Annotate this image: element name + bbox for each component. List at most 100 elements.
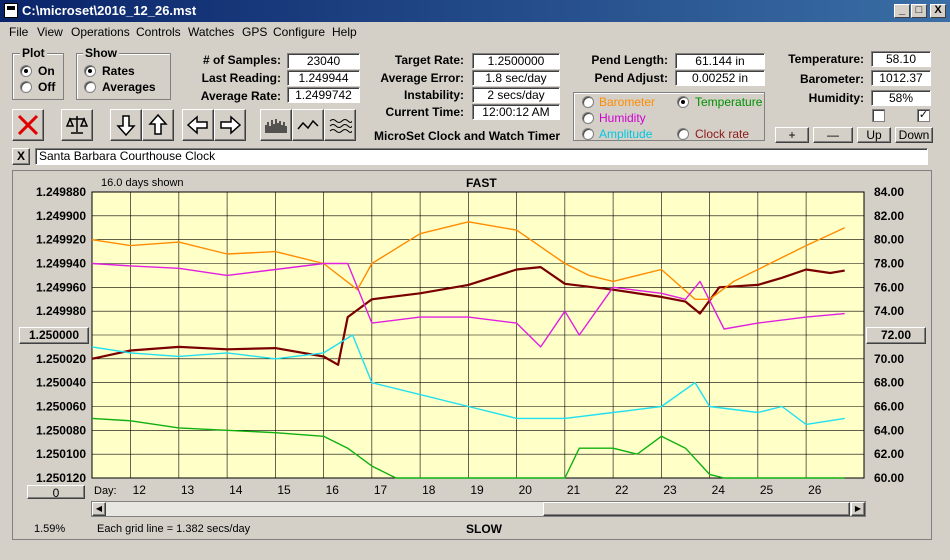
y-right-tick-label: 76.00 [874,280,904,294]
left-arrow-button[interactable] [182,109,214,141]
samples-field: 23040 [287,53,360,69]
y-right-tick-label: 68.00 [874,376,904,390]
up-button[interactable]: Up [857,127,891,143]
x-tick-label: 19 [470,483,484,497]
x-tick-label: 12 [133,483,147,497]
left-checkbox[interactable] [872,109,885,122]
pend-length-field: 61.144 in [675,53,765,69]
menu-controls[interactable]: Controls [136,25,181,39]
x-tick-label: 24 [712,483,726,497]
x-tick-label: 18 [422,483,436,497]
up-arrow-button[interactable] [142,109,174,141]
clock-rate-radio[interactable] [677,128,689,140]
amplitude-option-label: Amplitude [599,127,653,141]
scroll-thumb[interactable] [543,502,850,516]
x-tick-label: 21 [567,483,581,497]
y-left-tick-label: 1.250120 [36,471,86,485]
y-right-tick-label: 74.00 [874,304,904,318]
amplitude-radio[interactable] [582,128,594,140]
y-right-tick-label: 70.00 [874,352,904,366]
y-right-tick-label: 78.00 [874,257,904,271]
scroll-right-button[interactable]: ▶ [851,502,865,516]
minimize-button[interactable]: _ [894,4,910,18]
center-temp-button[interactable]: 72.00 [866,327,926,344]
y-left-tick-label: 1.250060 [36,400,86,414]
y-left-tick-label: 1.250020 [36,352,86,366]
plot-on-radio[interactable] [20,65,32,77]
menu-watches[interactable]: Watches [188,25,235,39]
humidity-radio[interactable] [582,112,594,124]
down-arrow-button[interactable] [110,109,142,141]
minus-button[interactable]: — [813,127,853,143]
histogram-button[interactable] [260,109,292,141]
waves-icon [329,119,352,133]
right-checkbox[interactable]: ✓ [917,109,930,122]
app-icon[interactable] [4,3,18,18]
current-time-label: Current Time: [385,105,464,119]
plot-off-radio[interactable] [20,81,32,93]
plus-button[interactable]: + [775,127,809,143]
menu-file[interactable]: File [9,25,29,39]
app-caption: MicroSet Clock and Watch Timer [374,129,561,143]
maximize-button[interactable]: □ [911,4,927,18]
sensor-options-group [573,92,765,141]
humidity-option-label: Humidity [599,111,646,125]
samples-label: # of Samples: [202,53,281,67]
close-button[interactable]: X [930,4,946,18]
target-rate-field: 1.2500000 [472,53,560,69]
instability-field: 2 secs/day [472,87,560,103]
line-graph-button[interactable] [292,109,324,141]
y-right-tick-label: 64.00 [874,423,904,437]
temperature-label: Temperature: [788,52,864,66]
barometer-radio[interactable] [582,96,594,108]
y-left-tick-label: 1.250040 [36,376,86,390]
scroll-left-button[interactable]: ◀ [92,502,106,516]
zero-button[interactable]: 0 [27,485,85,500]
last-reading-field: 1.249944 [287,70,360,86]
show-averages-radio[interactable] [84,81,96,93]
menu-view[interactable]: View [37,25,63,39]
watch-close-button[interactable]: X [12,148,30,165]
y-left-tick-label: 1.249940 [36,257,86,271]
center-rate-button[interactable]: 1.250000 [19,327,89,344]
slow-label: SLOW [466,522,502,536]
waves-button[interactable] [324,109,356,141]
x-tick-label: 25 [760,483,774,497]
x-tick-label: 14 [229,483,243,497]
balance-button[interactable] [61,109,93,141]
menu-operations[interactable]: Operations [71,25,130,39]
last-reading-label: Last Reading: [201,71,281,85]
barometer-field: 1012.37 [871,70,931,86]
humidity-label: Humidity: [808,91,864,105]
show-rates-label: Rates [102,64,135,78]
x-tick-label: 15 [277,483,291,497]
window-title: C:\microset\2016_12_26.mst [22,3,197,18]
show-rates-radio[interactable] [84,65,96,77]
barometer-label: Barometer: [799,72,864,86]
menu-configure[interactable]: Configure [273,25,326,39]
day-axis-title: Day: [94,485,117,497]
plot-frame [12,170,932,540]
temperature-radio[interactable] [677,96,689,108]
y-right-tick-label: 84.00 [874,185,904,199]
plot-off-label: Off [38,80,56,94]
x-tick-label: 13 [181,483,195,497]
scale-icon [65,116,89,134]
average-rate-label: Average Rate: [200,89,281,103]
line-graph-icon [297,119,319,130]
right-arrow-button[interactable] [214,109,246,141]
menu-gps[interactable]: GPS [242,25,268,39]
target-rate-label: Target Rate: [394,53,464,67]
down-button[interactable]: Down [895,127,933,143]
menu-help[interactable]: Help [332,25,357,39]
plot-on-label: On [38,64,55,78]
clock-rate-option-label: Clock rate [695,127,750,141]
watch-name-field[interactable]: Santa Barbara Courthouse Clock [35,148,928,165]
fast-label: FAST [466,176,497,190]
y-right-tick-label: 60.00 [874,471,904,485]
y-right-tick-label: 82.00 [874,209,904,223]
humidity-series-line [91,262,845,348]
current-time-field: 12:00:12 AM [472,104,560,120]
stop-button[interactable] [12,109,44,141]
